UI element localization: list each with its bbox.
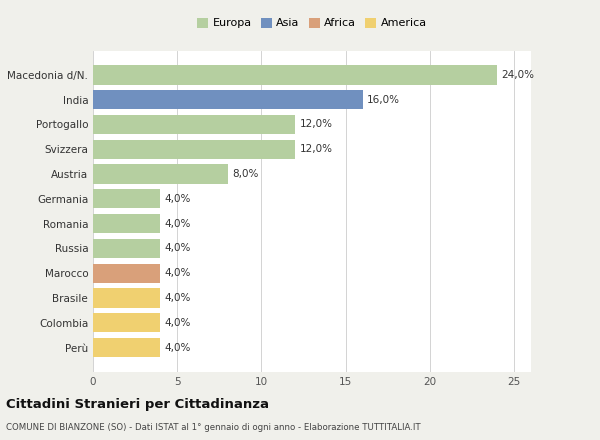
Bar <box>93 338 160 357</box>
Text: Cittadini Stranieri per Cittadinanza: Cittadini Stranieri per Cittadinanza <box>6 398 269 411</box>
Text: 12,0%: 12,0% <box>299 119 332 129</box>
Text: 4,0%: 4,0% <box>164 243 191 253</box>
Bar <box>93 264 160 283</box>
Text: 4,0%: 4,0% <box>164 219 191 229</box>
Bar <box>93 239 160 258</box>
Text: 4,0%: 4,0% <box>164 194 191 204</box>
Text: 4,0%: 4,0% <box>164 342 191 352</box>
Text: 24,0%: 24,0% <box>502 70 535 80</box>
Text: 4,0%: 4,0% <box>164 318 191 328</box>
Bar <box>93 214 160 233</box>
Bar <box>93 65 497 84</box>
Bar <box>93 139 295 159</box>
Text: 4,0%: 4,0% <box>164 293 191 303</box>
Text: 16,0%: 16,0% <box>367 95 400 105</box>
Bar <box>93 115 295 134</box>
Text: 8,0%: 8,0% <box>232 169 259 179</box>
Bar <box>93 288 160 308</box>
Bar <box>93 165 228 183</box>
Bar <box>93 313 160 332</box>
Text: 4,0%: 4,0% <box>164 268 191 278</box>
Bar <box>93 90 362 109</box>
Bar <box>93 189 160 209</box>
Text: COMUNE DI BIANZONE (SO) - Dati ISTAT al 1° gennaio di ogni anno - Elaborazione T: COMUNE DI BIANZONE (SO) - Dati ISTAT al … <box>6 423 421 432</box>
Text: 12,0%: 12,0% <box>299 144 332 154</box>
Legend: Europa, Asia, Africa, America: Europa, Asia, Africa, America <box>197 18 427 29</box>
